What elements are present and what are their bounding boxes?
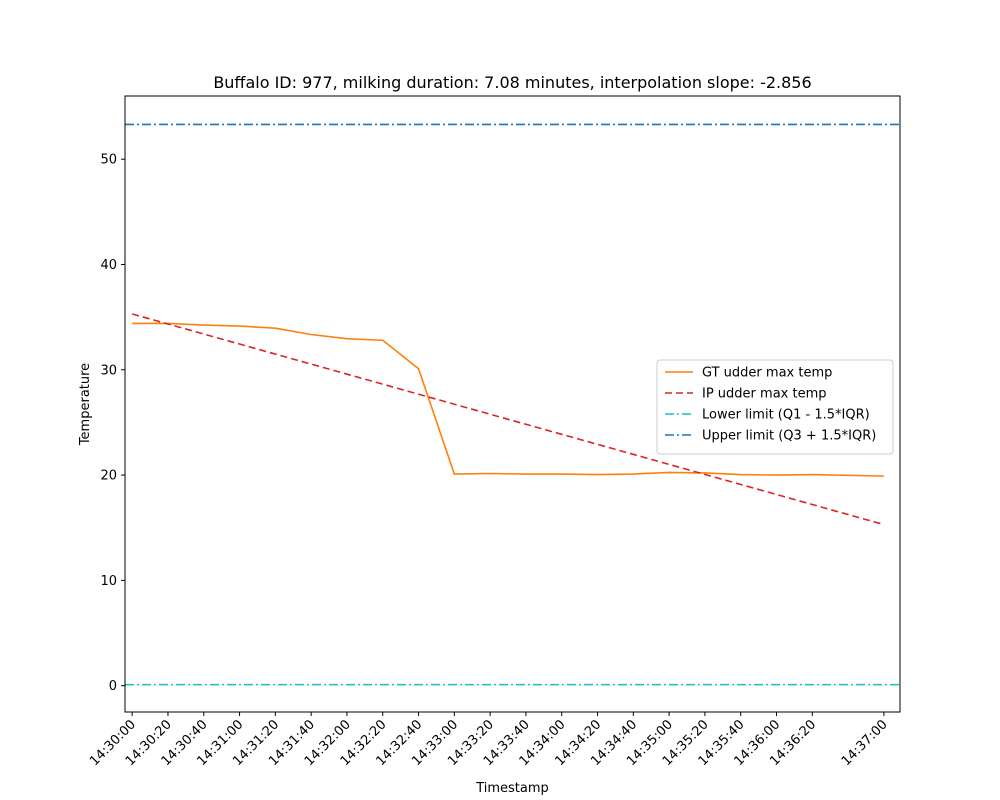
x-tick-label: 14:37:00 <box>839 717 891 769</box>
y-tick-label: 30 <box>100 363 117 378</box>
y-tick-label: 40 <box>100 258 117 273</box>
y-tick-label: 50 <box>100 153 117 168</box>
plot-area <box>125 123 900 686</box>
y-tick-label: 0 <box>109 679 117 694</box>
axes-frame <box>124 95 901 713</box>
series-line-1 <box>132 322 884 477</box>
legend-entry: GT udder max temp <box>702 366 832 381</box>
y-axis-label: Temperature <box>78 363 93 446</box>
legend-box <box>656 359 894 455</box>
legend-entry: Upper limit (Q3 + 1.5*IQR) <box>702 429 876 444</box>
y-axis: 0 10 20 30 40 50 <box>100 153 125 694</box>
legend-entry: IP udder max temp <box>702 387 827 402</box>
legend: GT udder max temp IP udder max temp Lower … <box>656 359 894 455</box>
series-line-2 <box>131 313 885 526</box>
x-axis-label: Timestamp <box>475 781 549 796</box>
x-axis: 14:30:0014:30:2014:30:4014:31:0014:31:20… <box>87 712 891 769</box>
y-tick-label: 20 <box>100 469 117 484</box>
legend-entry: Lower limit (Q1 - 1.5*IQR) <box>702 408 870 423</box>
y-tick-label: 10 <box>100 574 117 589</box>
chart-title: Buffalo ID: 977, milking duration: 7.08 … <box>213 73 811 92</box>
